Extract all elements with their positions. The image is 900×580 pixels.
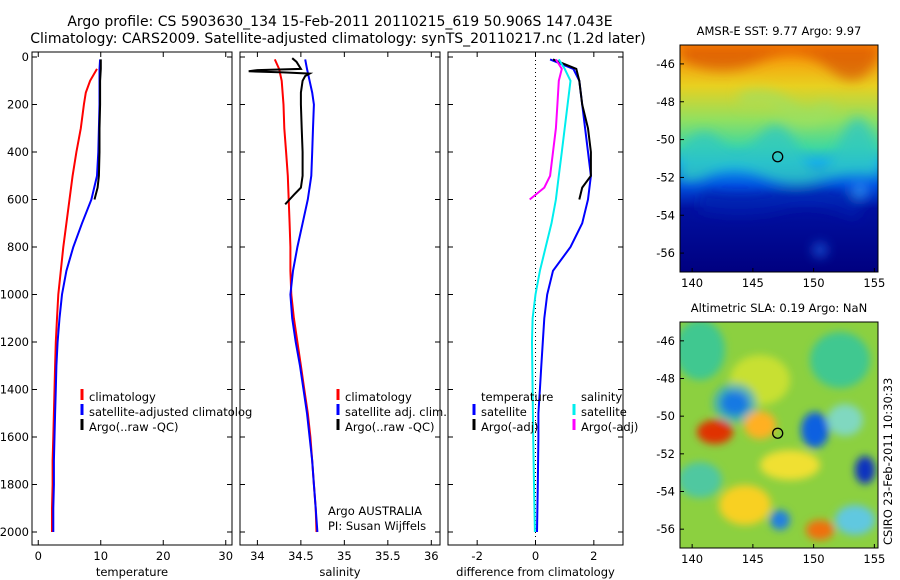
difference-legend-entry: salinity — [581, 390, 622, 404]
temperature-legend-entry: Argo(..raw -QC) — [89, 420, 179, 434]
sla-map-title: Altimetric SLA: 0.19 Argo: NaN — [691, 301, 867, 315]
sst-ytick-label: -52 — [656, 170, 675, 184]
salinity-series-satellite-adj-clim- — [289, 59, 319, 533]
depth-tick-label: 1000 — [0, 288, 29, 302]
depth-tick-label: 1600 — [0, 430, 29, 444]
depth-tick-label: 200 — [7, 98, 29, 112]
difference-series-salinity-argo-adj- — [529, 58, 563, 201]
depth-tick-label: 400 — [7, 145, 29, 159]
salinity-xtick-label: 34 — [250, 549, 265, 563]
salinity-xtick-label: 34.5 — [288, 549, 314, 563]
sla-texture — [680, 322, 875, 540]
sst-ytick-label: -46 — [656, 57, 675, 71]
sla-float-marker — [772, 427, 784, 439]
salinity-legend-entry: climatology — [345, 390, 412, 404]
sst-map — [679, 44, 879, 273]
temperature-series-argo-raw-qc- — [93, 59, 102, 200]
difference-xtick-label: -2 — [471, 549, 482, 563]
difference-series-salinity-satellite — [530, 58, 572, 533]
sla-xtick-label: 140 — [681, 552, 703, 566]
sla-xtick-label: 145 — [742, 552, 764, 566]
salinity-xtick-label: 35 — [337, 549, 352, 563]
map-axes: AMSR-E SST: 9.77 Argo: 9.97 140 145 150 155 -… — [656, 24, 885, 566]
temperature-xlabel: temperature — [96, 565, 168, 579]
depth-tick-label: 600 — [7, 193, 29, 207]
temperature-xtick-label: 30 — [218, 549, 233, 563]
sst-ytick-label: -48 — [656, 95, 675, 109]
depth-tick-label: 2000 — [0, 525, 29, 539]
sla-xtick-label: 155 — [863, 552, 885, 566]
sst-float-marker — [772, 151, 784, 163]
difference-xlabel: difference from climatology — [456, 565, 615, 579]
temperature-panel: 0 10 20 30 0 200 400 600 800 1000 1200 1400 1600 1800… — [0, 50, 252, 579]
temperature-series-climatology — [51, 68, 98, 532]
salinity-xlabel: salinity — [319, 565, 360, 579]
difference-legend-entry: temperature — [481, 390, 553, 404]
salinity-panel: 34 34.5 35 35.5 36 salinity climatologysatelli… — [239, 51, 447, 579]
depth-tick-label: 0 — [22, 50, 29, 64]
difference-xtick-label: 0 — [532, 549, 539, 563]
difference-panel: -2 0 2 difference from climatology temperatu… — [447, 51, 638, 579]
sla-ytick-label: -52 — [656, 447, 675, 461]
temperature-xtick-label: 10 — [93, 549, 108, 563]
sst-ytick-label: -54 — [656, 208, 675, 222]
sla-ytick-label: -48 — [656, 372, 675, 386]
temperature-xtick-label: 20 — [156, 549, 171, 563]
difference-legend-entry: satellite — [481, 405, 527, 419]
salinity-series-argo-raw-qc- — [248, 57, 314, 205]
depth-tick-label: 1200 — [0, 335, 29, 349]
temperature-series-satellite-adjusted-climatolog — [52, 59, 102, 532]
difference-legend-entry: Argo(-adj) — [481, 420, 538, 434]
sla-frame — [679, 321, 879, 549]
difference-legend-entry: satellite — [581, 405, 627, 419]
figure-title-line2: Climatology: CARS2009. Satellite-adjuste… — [30, 31, 645, 47]
difference-series-temperature-argo-adj- — [552, 58, 592, 200]
sst-map-title: AMSR-E SST: 9.77 Argo: 9.97 — [697, 24, 862, 38]
sst-frame — [679, 44, 879, 273]
salinity-series-climatology — [273, 58, 318, 533]
difference-legend-entry: Argo(-adj) — [581, 420, 638, 434]
salinity-xtick-label: 36 — [424, 549, 439, 563]
sla-ytick-label: -50 — [656, 409, 675, 423]
sst-xtick-label: 145 — [742, 276, 764, 290]
depth-tick-label: 1400 — [0, 383, 29, 397]
sst-xtick-label: 155 — [863, 276, 885, 290]
credit-pi: PI: Susan Wijffels — [328, 519, 426, 533]
temperature-legend-entry: satellite-adjusted climatolog — [89, 405, 252, 419]
depth-tick-label: 800 — [7, 240, 29, 254]
depth-tick-label: 1800 — [0, 478, 29, 492]
temperature-xtick-label: 0 — [35, 549, 42, 563]
salinity-frame — [239, 51, 441, 546]
salinity-legend-entry: Argo(..raw -QC) — [345, 420, 435, 434]
timestamp-stamp: CSIRO 23-Feb-2011 10:30:33 — [881, 378, 895, 545]
sla-ytick-label: -54 — [656, 485, 675, 499]
salinity-xtick-label: 35.5 — [375, 549, 401, 563]
sst-ytick-label: -56 — [656, 246, 675, 260]
sst-xtick-label: 140 — [681, 276, 703, 290]
sst-xtick-label: 150 — [803, 276, 825, 290]
credit-project: Argo AUSTRALIA — [328, 504, 422, 518]
difference-xtick-label: 2 — [590, 549, 597, 563]
sla-xtick-label: 150 — [803, 552, 825, 566]
figure-title-line1: Argo profile: CS 5903630_134 15-Feb-2011… — [67, 14, 612, 30]
sla-ytick-label: -46 — [656, 334, 675, 348]
sst-ytick-label: -50 — [656, 133, 675, 147]
salinity-legend-entry: satellite adj. clim. — [345, 405, 447, 419]
sla-map — [679, 321, 879, 549]
temperature-legend-entry: climatology — [89, 390, 156, 404]
temperature-frame — [31, 51, 233, 546]
sst-texture — [680, 45, 878, 256]
sla-ytick-label: -56 — [656, 522, 675, 536]
